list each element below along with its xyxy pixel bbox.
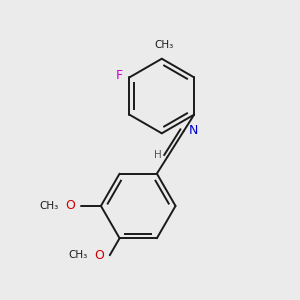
Text: F: F [116, 69, 123, 82]
Text: N: N [189, 124, 198, 137]
Text: H: H [154, 150, 161, 160]
Text: CH₃: CH₃ [154, 40, 173, 50]
Text: CH₃: CH₃ [68, 250, 87, 260]
Text: O: O [94, 249, 104, 262]
Text: CH₃: CH₃ [40, 201, 59, 211]
Text: O: O [65, 200, 75, 212]
